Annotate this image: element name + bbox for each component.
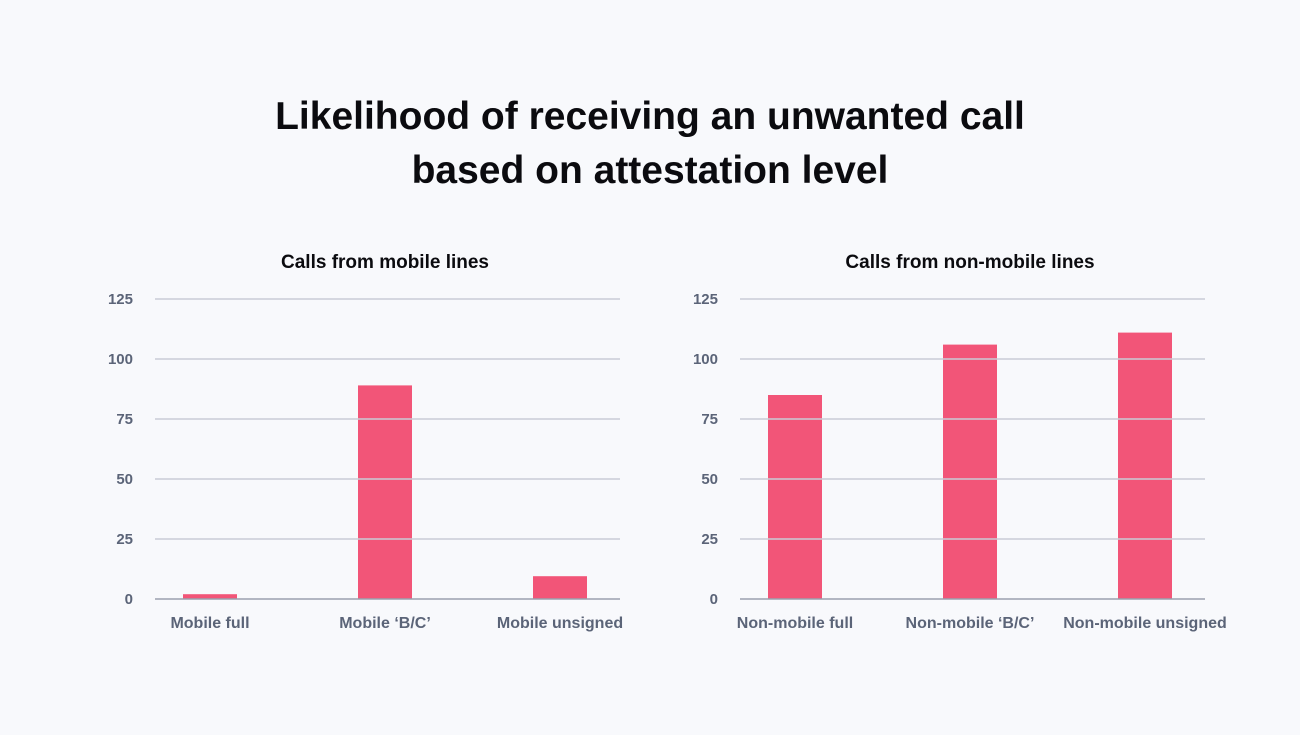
bar-2: [358, 385, 412, 599]
y-tick-label: 25: [116, 531, 133, 548]
y-tick-label: 100: [693, 351, 718, 368]
x-category-label: Non-mobile ‘B/C’: [906, 615, 1035, 632]
x-category-label: Mobile ‘B/C’: [339, 615, 431, 632]
bar-2: [943, 344, 997, 599]
y-tick-label: 75: [701, 411, 718, 428]
x-category-label: Mobile unsigned: [497, 615, 623, 632]
x-category-label: Mobile full: [170, 615, 249, 632]
bar-1: [183, 594, 237, 599]
y-tick-label: 75: [116, 411, 133, 428]
y-tick-label: 50: [701, 471, 718, 488]
y-tick-label: 100: [108, 351, 133, 368]
chart-title: Calls from non-mobile lines: [845, 252, 1094, 273]
y-tick-label: 125: [693, 291, 718, 308]
y-tick-label: 0: [125, 591, 133, 608]
x-category-label: Non-mobile unsigned: [1063, 615, 1227, 632]
x-category-label: Non-mobile full: [737, 615, 853, 632]
main-title-line-1: Likelihood of receiving an unwanted call: [275, 95, 1025, 138]
chart-title: Calls from mobile lines: [281, 252, 489, 273]
y-tick-label: 25: [701, 531, 718, 548]
y-tick-label: 50: [116, 471, 133, 488]
chart-panel-1: Calls from mobile lines 0 25 50 75 100 125 Mobi…: [108, 252, 623, 632]
main-title-line-2: based on attestation level: [411, 149, 889, 192]
chart-panel-2: Calls from non-mobile lines 0 25 50 75 100 125…: [693, 252, 1227, 632]
bar-1: [768, 395, 822, 599]
y-tick-label: 0: [710, 591, 718, 608]
bar-3: [533, 576, 587, 599]
bar-3: [1118, 332, 1172, 599]
y-tick-label: 125: [108, 291, 133, 308]
